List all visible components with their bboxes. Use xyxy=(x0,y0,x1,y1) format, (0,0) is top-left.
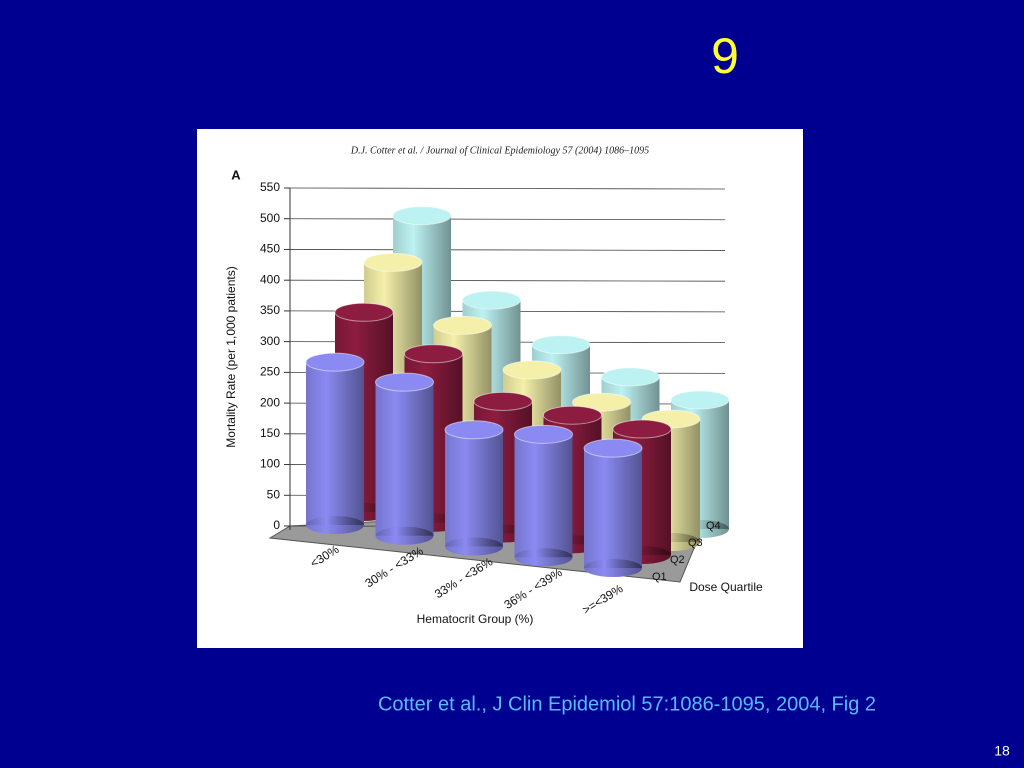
y-tick-label: 250 xyxy=(260,365,280,379)
cylinder-top xyxy=(612,419,672,439)
y-tick-label: 450 xyxy=(260,242,280,256)
y-tick-label: 350 xyxy=(260,303,280,317)
cylinder-top xyxy=(473,391,533,411)
y-tick-label: 50 xyxy=(267,487,281,501)
grid-line xyxy=(289,249,726,251)
legend-label: Q1 xyxy=(652,571,667,583)
cylinder-shade xyxy=(445,429,503,547)
page-number: 18 xyxy=(994,743,1010,759)
cylinder-top xyxy=(514,424,573,444)
z-axis-label: Dose Quartile xyxy=(689,580,763,594)
cylinder-top xyxy=(462,290,521,310)
cylinder-top xyxy=(392,206,452,226)
grid-line xyxy=(289,279,726,282)
legend-label: Q4 xyxy=(706,520,721,532)
legend-label: Q3 xyxy=(688,537,703,549)
cylinder xyxy=(583,438,643,577)
y-tick-label: 300 xyxy=(260,334,280,348)
cylinder-shade xyxy=(375,526,434,545)
cylinder-top xyxy=(543,405,602,425)
citation: Cotter et al., J Clin Epidemiol 57:1086-… xyxy=(378,693,876,715)
cylinder-top xyxy=(444,420,504,440)
cylinder-top xyxy=(375,372,434,392)
y-tick-label: 400 xyxy=(260,272,280,286)
plot: 0 50 100 150 200 250 300 350 400 450 500 550 Q4Q3Q2Q… xyxy=(260,180,730,617)
y-tick-label: 150 xyxy=(260,426,280,440)
cylinder-shade xyxy=(306,516,364,534)
y-tick-label: 100 xyxy=(260,457,280,471)
cylinder-top xyxy=(305,352,365,372)
cylinder-shade xyxy=(514,548,573,567)
panel-label: A xyxy=(231,167,241,182)
cylinder-shade xyxy=(584,448,642,568)
cylinder-top xyxy=(502,360,562,380)
y-axis-label: Mortality Rate (per 1,000 patients) xyxy=(224,266,238,447)
cylinder-top xyxy=(670,390,730,410)
cylinder-top xyxy=(583,438,643,458)
y-tick-label: 550 xyxy=(260,180,280,194)
cylinder-shade xyxy=(445,537,503,556)
y-tick-label: 0 xyxy=(273,518,280,532)
cylinder-top xyxy=(363,252,423,272)
cylinder-shade xyxy=(514,434,573,558)
cylinder-top xyxy=(572,392,631,412)
cylinder xyxy=(444,420,504,556)
cylinder-top xyxy=(433,315,492,335)
cylinder-shade xyxy=(584,559,642,577)
y-tick-label: 200 xyxy=(260,395,280,409)
grid-line xyxy=(289,187,726,190)
cylinder xyxy=(514,424,573,567)
cylinder-shade xyxy=(375,382,434,536)
cylinder xyxy=(375,372,434,545)
grid-line xyxy=(289,218,726,221)
cylinder-top xyxy=(334,302,394,322)
cylinder-shade xyxy=(306,362,364,525)
cylinder-top xyxy=(404,344,463,364)
cylinder-top xyxy=(531,335,591,355)
x-axis-label: Hematocrit Group (%) xyxy=(417,612,534,626)
slide-title: 9 xyxy=(711,28,739,84)
legend-label: Q2 xyxy=(670,554,685,566)
y-tick-label: 500 xyxy=(260,211,280,225)
cylinder-top xyxy=(601,367,660,387)
cylinder xyxy=(305,352,365,534)
chart-header: D.J. Cotter et al. / Journal of Clinical… xyxy=(350,145,649,156)
